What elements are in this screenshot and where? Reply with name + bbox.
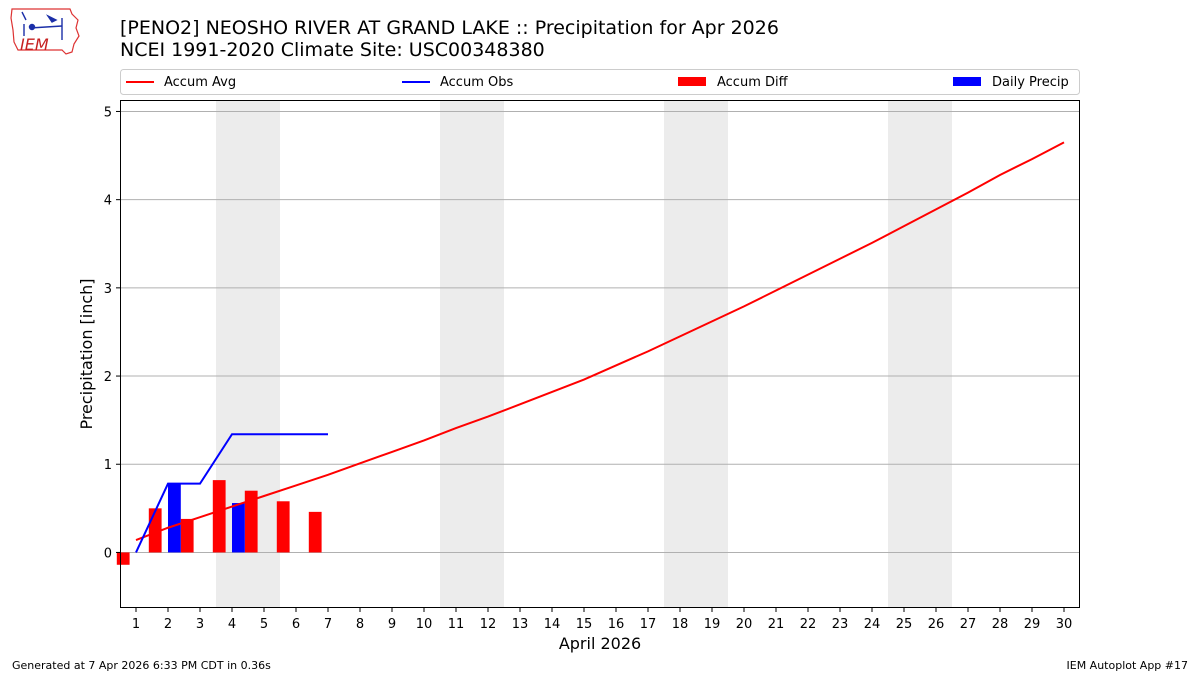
bar-series: [116, 480, 322, 565]
app-label: IEM Autoplot App #17: [1066, 659, 1189, 672]
x-tick-label: 8: [356, 617, 364, 632]
x-tick-label: 19: [704, 617, 721, 632]
legend: Accum Avg Accum Obs Accum Diff Daily Precip: [120, 69, 1080, 95]
x-tick-label: 22: [800, 617, 817, 632]
x-tick-label: 1: [132, 617, 140, 632]
plot-frame: [120, 100, 1080, 608]
x-tick-label: 27: [960, 617, 977, 632]
legend-label: Accum Avg: [164, 75, 236, 90]
legend-swatch: [953, 77, 981, 86]
x-tick-label: 16: [608, 617, 625, 632]
x-tick-label: 5: [260, 617, 268, 632]
daily-precip-bar: [232, 503, 245, 553]
y-tick-label: 2: [104, 370, 112, 385]
accum-diff-bar: [276, 501, 290, 553]
x-tick-label: 29: [1024, 617, 1041, 632]
legend-swatch: [678, 77, 706, 86]
iem-logo: IEM: [10, 8, 80, 55]
x-tick-label: 17: [640, 617, 657, 632]
x-tick-label: 15: [576, 617, 593, 632]
y-tick-label: 3: [104, 282, 112, 297]
x-tick-label: 20: [736, 617, 753, 632]
x-tick-label: 9: [388, 617, 396, 632]
chart-subtitle: NCEI 1991-2020 Climate Site: USC00348380: [120, 39, 545, 61]
y-tick-label: 5: [104, 105, 112, 120]
weekend-band: [664, 100, 728, 608]
weather-station-icon: [21, 11, 63, 40]
x-tick-label: 2: [164, 617, 172, 632]
x-tick-label: 28: [992, 617, 1009, 632]
accum-obs-line: [135, 433, 328, 553]
y-tick-label: 1: [104, 458, 112, 473]
x-tick-label: 23: [832, 617, 849, 632]
x-tick-label: 4: [228, 617, 236, 632]
logo-text: IEM: [20, 35, 49, 54]
legend-label: Accum Diff: [717, 75, 789, 90]
generated-timestamp: Generated at 7 Apr 2026 6:33 PM CDT in 0…: [12, 659, 271, 672]
weekend-band: [440, 100, 504, 608]
line-series: [135, 141, 1065, 553]
accum-avg-line: [135, 141, 1065, 542]
x-tick-label: 11: [448, 617, 465, 632]
x-tick-label: 18: [672, 617, 689, 632]
y-tick-label: 4: [104, 194, 112, 209]
x-tick-label: 21: [768, 617, 785, 632]
x-tick-label: 24: [864, 617, 881, 632]
legend-box: [120, 69, 1080, 95]
x-tick-label: 10: [416, 617, 433, 632]
x-tick-label: 12: [480, 617, 497, 632]
legend-label: Daily Precip: [992, 75, 1069, 90]
y-tick-label: 0: [104, 546, 112, 561]
x-tick-label: 6: [292, 617, 300, 632]
weekend-band: [888, 100, 952, 608]
accum-diff-bar: [308, 511, 322, 553]
x-tick-label: 7: [324, 617, 332, 632]
accum-diff-bar: [116, 552, 130, 565]
y-axis-label: Precipitation [inch]: [77, 278, 96, 429]
chart-title: [PENO2] NEOSHO RIVER AT GRAND LAKE :: Pr…: [120, 17, 779, 39]
daily-precip-bar: [168, 483, 181, 553]
x-tick-label: 13: [512, 617, 529, 632]
x-tick-label: 26: [928, 617, 945, 632]
y-gridlines: [120, 110, 1080, 553]
accum-diff-bar: [180, 518, 194, 553]
x-axis-label: April 2026: [559, 634, 641, 653]
accum-diff-bar: [212, 480, 226, 553]
x-tick-label: 3: [196, 617, 204, 632]
x-tick-label: 30: [1056, 617, 1073, 632]
x-tick-label: 14: [544, 617, 561, 632]
legend-label: Accum Obs: [440, 75, 513, 90]
weekend-shading: [216, 100, 952, 608]
accum-diff-bar: [244, 490, 258, 553]
x-tick-label: 25: [896, 617, 913, 632]
